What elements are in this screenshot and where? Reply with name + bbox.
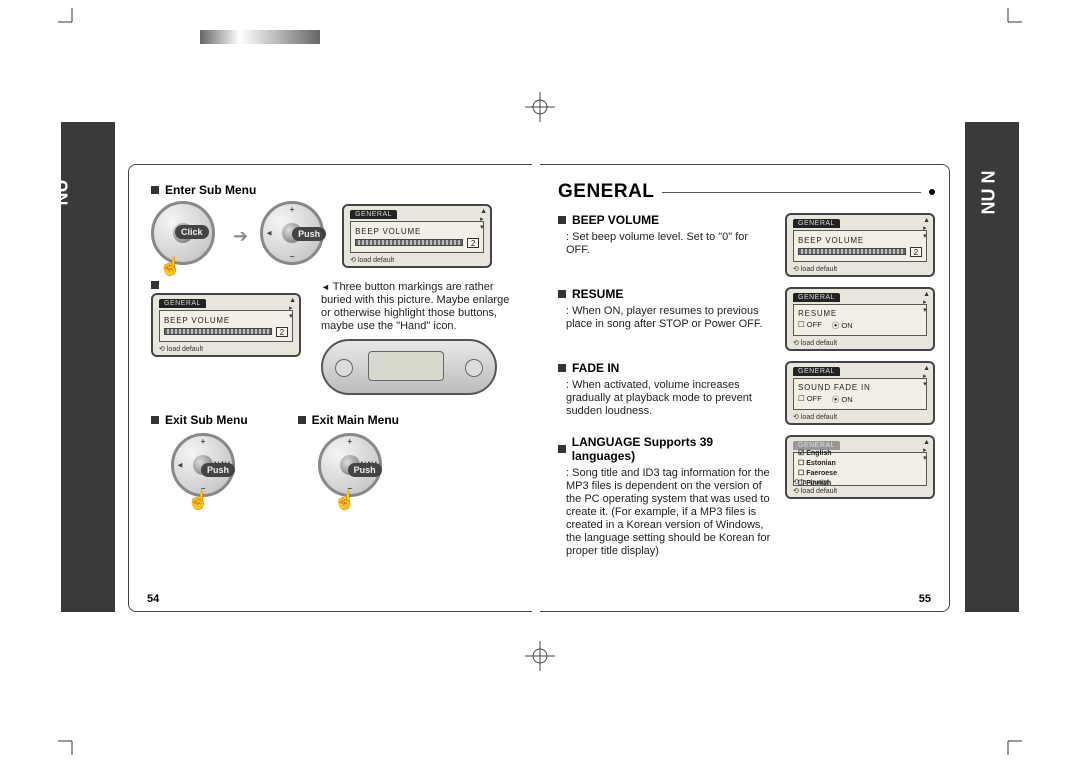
bullet-icon xyxy=(558,216,566,224)
page-num-right: 55 xyxy=(919,593,931,605)
sidebar-left-text: NU xyxy=(61,180,73,206)
exit-sub-label: Exit Sub Menu xyxy=(165,413,248,427)
lcd-val: 2 xyxy=(467,238,479,248)
lcd-footer: load default xyxy=(801,488,837,495)
lcd-line: BEEP VOLUME xyxy=(355,227,479,236)
lcd-tab: GENERAL xyxy=(793,441,840,450)
exit-main-label: Exit Main Menu xyxy=(312,413,399,427)
lcd-fade: GENERAL ▲▸▾ SOUND FADE IN ☐ OFF⦿ ON ⟲loa… xyxy=(785,361,935,425)
player-device xyxy=(321,339,497,395)
fade-desc: : When activated, volume increases gradu… xyxy=(566,379,773,418)
page-right: GENERAL BEEP VOLUME : Set beep volume le… xyxy=(540,164,950,612)
lang-title: LANGUAGE Supports 39 languages) xyxy=(572,435,773,463)
page-left: Enter Sub Menu Click ☝ ➔ +− ◄NAV Push GE… xyxy=(128,164,532,612)
lcd-line: BEEP VOLUME xyxy=(798,236,922,245)
bullet-icon xyxy=(298,416,306,424)
lcd-tab: GENERAL xyxy=(350,210,397,219)
push-badge: Push xyxy=(201,463,235,477)
lcd-tab: GENERAL xyxy=(159,299,206,308)
opt-on: ⦿ ON xyxy=(832,320,853,331)
bullet-icon xyxy=(151,416,159,424)
hand-icon: ☝ xyxy=(334,490,356,511)
lang-desc: : Song title and ID3 tag information for… xyxy=(566,467,773,558)
sidebar-left: NU xyxy=(61,122,115,612)
lcd-val: 2 xyxy=(910,247,922,257)
heading-title: GENERAL xyxy=(558,181,654,203)
lcd-tab: GENERAL xyxy=(793,367,840,376)
push-badge: Push xyxy=(348,463,382,477)
lcd-tab: GENERAL xyxy=(793,293,840,302)
lcd-line: RESUME xyxy=(798,309,922,318)
lcd-line: BEEP VOLUME xyxy=(164,316,288,325)
bullet-icon xyxy=(558,290,566,298)
arrow-icon: ➔ xyxy=(233,226,248,247)
lcd-footer: load default xyxy=(358,257,394,264)
lcd-footer: language xyxy=(801,479,830,486)
enter-sub-menu-label: Enter Sub Menu xyxy=(165,183,256,197)
bullet-icon xyxy=(151,281,159,289)
heading: GENERAL xyxy=(558,181,935,203)
note-text: ◄ Three button markings are rather burie… xyxy=(321,281,516,333)
lcd-beep: GENERAL ▲▸▾ BEEP VOLUME 2 ⟲load default xyxy=(785,213,935,277)
lang-opt: ☐ Estonian xyxy=(798,460,922,468)
lang-opt: ☑ English xyxy=(798,450,922,458)
beep-desc: : Set beep volume level. Set to "0" for … xyxy=(566,231,773,257)
lcd-footer: load default xyxy=(801,340,837,347)
opt-on: ⦿ ON xyxy=(832,394,853,405)
sidebar-right-text: NU N xyxy=(979,171,1000,215)
lcd-footer: load default xyxy=(801,266,837,273)
exit-sub-title: Exit Sub Menu xyxy=(151,413,248,427)
lcd-val: 2 xyxy=(276,327,288,337)
lcd-lang: GENERAL ▲▸▾ ☑ English ☐ Estonian ☐ Faero… xyxy=(785,435,935,499)
push-badge: Push xyxy=(292,227,326,241)
lcd-footer: load default xyxy=(801,414,837,421)
sidebar-right: NU N xyxy=(965,122,1019,612)
click-badge: Click xyxy=(175,225,209,239)
bullet-icon xyxy=(151,186,159,194)
lang-opt: ☐ Faeroese xyxy=(798,470,922,478)
lcd-footer: load default xyxy=(167,346,203,353)
lcd-general2: GENERAL ▲▸▾ BEEP VOLUME 2 ⟲load default xyxy=(151,293,301,357)
color-bar xyxy=(200,30,320,44)
opt-off: ☐ OFF xyxy=(798,320,822,331)
hand-icon: ☝ xyxy=(187,490,209,511)
lcd-enter: GENERAL ▲▸▾ BEEP VOLUME 2 ⟲load default xyxy=(342,204,492,268)
resume-desc: : When ON, player resumes to previous pl… xyxy=(566,305,773,331)
bullet-icon xyxy=(558,445,566,453)
hand-icon: ☝ xyxy=(159,256,181,277)
fade-title: FADE IN xyxy=(572,361,619,375)
enter-sub-menu-title: Enter Sub Menu xyxy=(151,183,516,197)
lcd-tab: GENERAL xyxy=(793,219,840,228)
resume-title: RESUME xyxy=(572,287,623,301)
beep-title: BEEP VOLUME xyxy=(572,213,659,227)
exit-main-title: Exit Main Menu xyxy=(298,413,399,427)
lcd-line: SOUND FADE IN xyxy=(798,383,922,392)
page-num-left: 54 xyxy=(147,593,159,605)
lcd-resume: GENERAL ▲▸▾ RESUME ☐ OFF⦿ ON ⟲load defau… xyxy=(785,287,935,351)
bullet-icon xyxy=(558,364,566,372)
opt-off: ☐ OFF xyxy=(798,394,822,405)
